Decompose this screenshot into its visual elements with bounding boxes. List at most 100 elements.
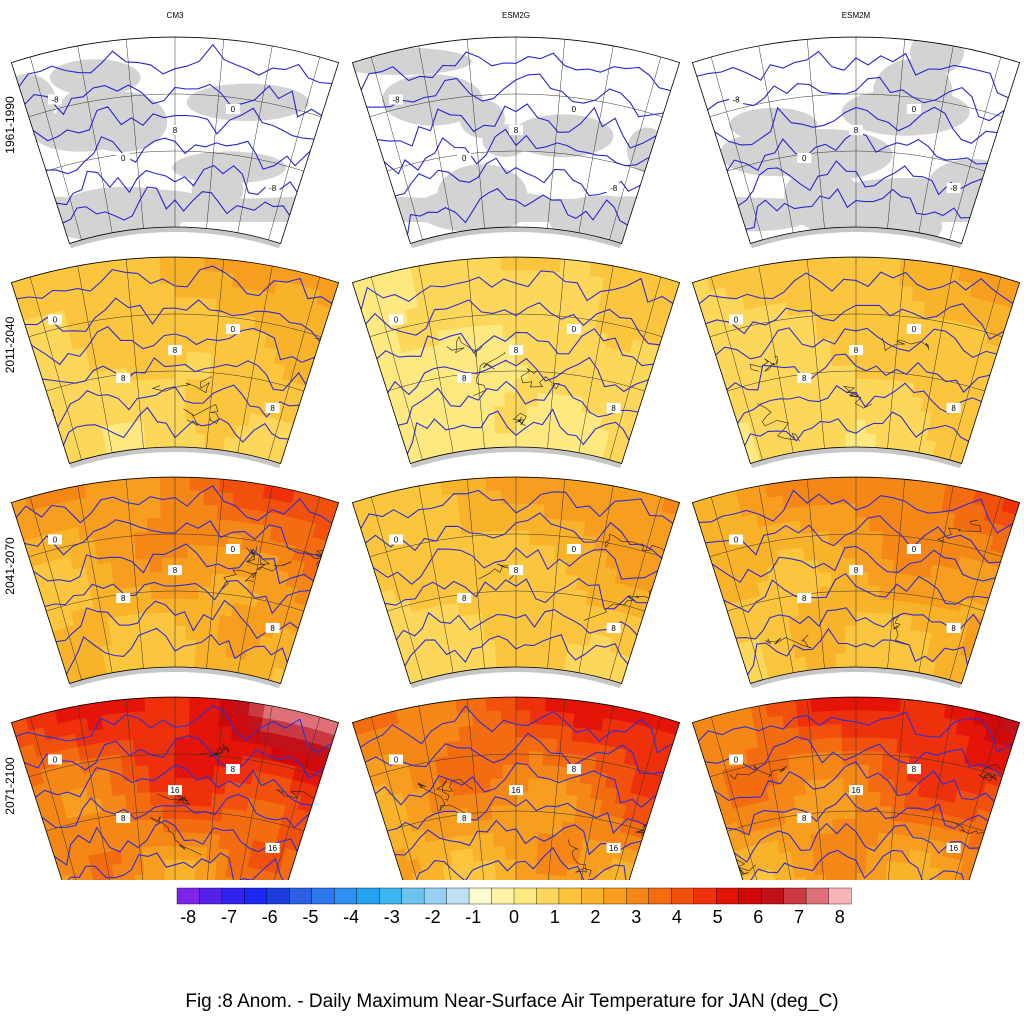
field-cell bbox=[473, 518, 490, 534]
field-cell bbox=[502, 544, 517, 559]
field-cell bbox=[174, 598, 188, 614]
field-cell bbox=[784, 727, 801, 743]
field-cell bbox=[184, 873, 196, 880]
field-cell bbox=[527, 571, 542, 587]
field-cell bbox=[457, 601, 472, 618]
field-cell bbox=[761, 757, 778, 775]
field-cell bbox=[855, 697, 872, 712]
contour-label: 8 bbox=[611, 624, 616, 633]
meridian bbox=[268, 496, 321, 680]
field-cell bbox=[159, 710, 176, 725]
meridian bbox=[268, 276, 321, 460]
map-outline bbox=[351, 476, 681, 685]
coastline bbox=[757, 403, 800, 442]
land-patch bbox=[56, 86, 134, 144]
field-cell bbox=[487, 737, 503, 753]
field-cell bbox=[785, 382, 801, 399]
field-cell bbox=[798, 505, 815, 522]
field-cell bbox=[459, 614, 473, 631]
field-cell bbox=[587, 275, 605, 292]
field-cell bbox=[442, 273, 460, 290]
field-cell bbox=[500, 257, 517, 272]
contour-label-box bbox=[729, 94, 743, 105]
field-cell bbox=[80, 868, 95, 880]
meridian bbox=[918, 705, 954, 880]
field-cell bbox=[833, 626, 846, 641]
field-cell bbox=[122, 641, 135, 658]
contour-label: 0 bbox=[121, 154, 126, 163]
field-cell bbox=[574, 700, 592, 717]
field-cell bbox=[548, 833, 562, 850]
field-cell bbox=[903, 354, 919, 371]
field-cell bbox=[909, 520, 926, 537]
field-cell bbox=[805, 435, 818, 451]
field-cell bbox=[110, 340, 126, 357]
field-cell bbox=[574, 260, 592, 277]
meridian bbox=[237, 265, 273, 453]
field-cell bbox=[184, 653, 196, 668]
field-cell bbox=[274, 874, 290, 880]
map-panel-esm2g-2071-2100: 0 8 16 8 16 bbox=[351, 696, 681, 880]
field-cell bbox=[188, 490, 205, 506]
field-cell bbox=[552, 339, 568, 356]
field-cell bbox=[813, 420, 826, 437]
field-cell bbox=[121, 766, 137, 782]
field-cell bbox=[203, 434, 216, 450]
field-cell bbox=[134, 654, 147, 670]
field-cell bbox=[845, 433, 857, 448]
field-cell bbox=[899, 834, 913, 851]
contour-label: -8 bbox=[392, 96, 400, 105]
field-cell bbox=[492, 378, 506, 394]
field-cell bbox=[544, 654, 557, 670]
field-cell bbox=[473, 298, 490, 314]
field-cell bbox=[504, 625, 517, 641]
field-cell bbox=[470, 613, 484, 630]
field-cell bbox=[791, 560, 807, 577]
meridian bbox=[547, 699, 566, 880]
field-cell bbox=[579, 329, 596, 346]
field-cell bbox=[125, 573, 140, 589]
field-cell bbox=[143, 420, 156, 436]
field-cell bbox=[203, 654, 216, 670]
field-cell bbox=[767, 275, 785, 292]
field-cell bbox=[136, 778, 151, 794]
field-cell bbox=[535, 420, 548, 436]
field-cell bbox=[548, 613, 562, 630]
contour-label: -8 bbox=[610, 184, 618, 193]
field-cell bbox=[246, 715, 264, 732]
field-cell bbox=[248, 261, 266, 279]
parallel bbox=[369, 753, 663, 778]
colorbar-swatch bbox=[671, 887, 695, 905]
contour-label: 16 bbox=[171, 786, 180, 795]
field-cell bbox=[822, 406, 836, 422]
isotherm-contour bbox=[394, 819, 642, 856]
map-panel-esm2g-2041-2070: 0 8 8 0 8 bbox=[351, 476, 681, 689]
field-cell bbox=[443, 369, 459, 386]
field-cell bbox=[855, 723, 871, 739]
field-cell bbox=[897, 285, 914, 302]
field-cell bbox=[529, 503, 546, 519]
contour-label: 8 bbox=[802, 594, 807, 603]
field-cell bbox=[148, 544, 163, 560]
field-cell bbox=[246, 275, 264, 292]
colorbar-swatch bbox=[334, 887, 358, 905]
contour-label-box bbox=[225, 324, 240, 334]
field-cell bbox=[443, 589, 459, 606]
contour-label: 0 bbox=[394, 756, 399, 765]
field-cell bbox=[905, 560, 921, 577]
contour-label: 8 bbox=[173, 566, 178, 575]
field-cell bbox=[563, 794, 579, 811]
field-cell bbox=[869, 283, 886, 299]
field-cell bbox=[185, 598, 199, 614]
field-cell bbox=[526, 406, 539, 421]
isotherm-contour bbox=[15, 485, 333, 524]
isotherm-contour bbox=[406, 408, 630, 455]
field-cell bbox=[108, 547, 125, 564]
parallel bbox=[387, 590, 645, 612]
field-cell bbox=[472, 504, 489, 520]
field-cell bbox=[461, 848, 475, 864]
field-cell bbox=[479, 805, 494, 821]
field-cell bbox=[834, 859, 847, 875]
field-cell bbox=[104, 878, 118, 880]
field-cell bbox=[490, 338, 504, 354]
